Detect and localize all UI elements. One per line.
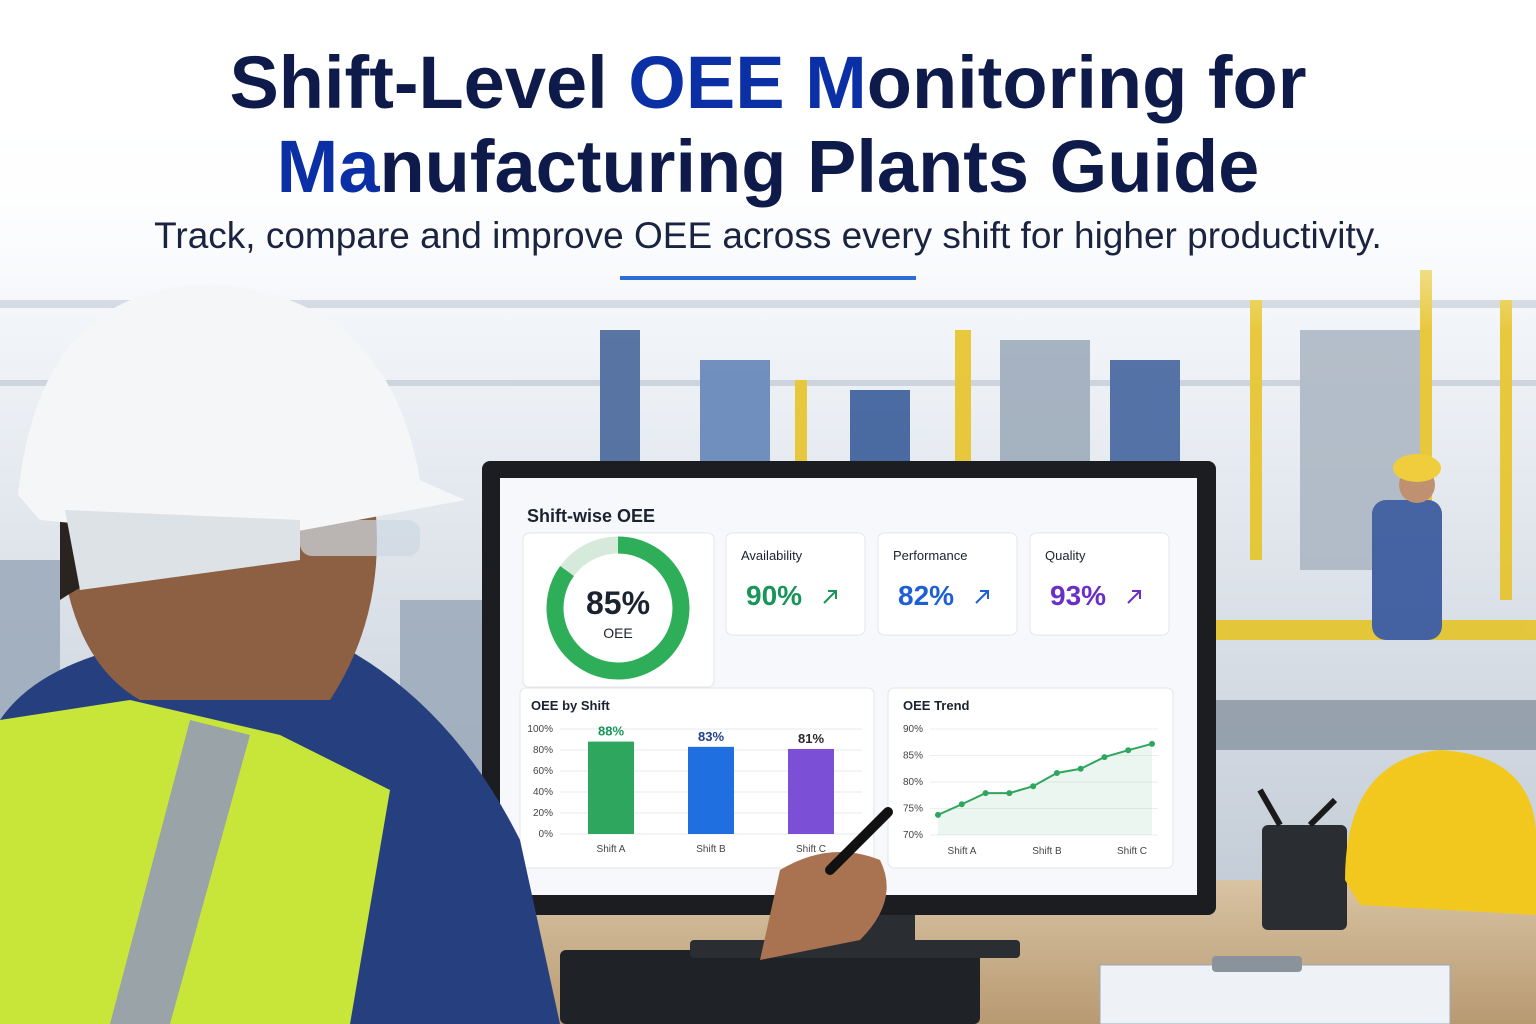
pen	[1307, 797, 1338, 828]
gauge-arc	[546, 536, 690, 680]
metric-value: 93%	[1050, 580, 1106, 611]
bar	[788, 748, 834, 834]
y-tick-label: 20%	[533, 808, 553, 819]
x-tick-label: Shift C	[1117, 846, 1147, 857]
bar-title: OEE by Shift	[531, 698, 610, 713]
trend-point	[1053, 769, 1060, 776]
title-backdrop	[0, 0, 1536, 330]
title-segment: Ma	[277, 125, 381, 208]
trend-point	[982, 790, 989, 797]
x-tick-label: Shift A	[597, 844, 626, 855]
trend-title: OEE Trend	[903, 698, 970, 713]
keyboard	[560, 950, 980, 1024]
worker	[0, 284, 893, 1024]
trend-point	[1149, 740, 1155, 747]
clip	[1212, 956, 1302, 972]
title-segment: nufacturing Plants Guide	[379, 125, 1259, 208]
x-tick-label: Shift B	[696, 844, 726, 855]
title-segment: onitoring for	[867, 41, 1307, 124]
y-tick-label: 70%	[903, 830, 923, 841]
y-tick-label: 80%	[533, 745, 553, 756]
metric-card	[877, 532, 1018, 636]
trend-card	[887, 687, 1174, 869]
title-segment: OEE M	[628, 41, 866, 124]
metric-label: Availability	[741, 548, 803, 563]
trend-arrow	[975, 590, 989, 604]
metric-label: Performance	[893, 548, 967, 563]
bar-value-label: 88%	[598, 724, 624, 739]
title-segment: Shift-Level	[229, 41, 628, 124]
x-tick-label: Shift A	[948, 846, 977, 857]
pen-holder	[1262, 825, 1347, 930]
metric-value: 90%	[746, 580, 802, 611]
metric-card	[1029, 532, 1170, 636]
y-tick-label: 40%	[533, 787, 553, 798]
metric-value: 82%	[898, 580, 954, 611]
trend-point	[958, 801, 965, 808]
y-tick-label: 80%	[903, 777, 923, 788]
pen	[1257, 788, 1283, 827]
y-tick-label: 0%	[539, 829, 554, 840]
trend-arrow	[1127, 590, 1141, 604]
y-tick-label: 60%	[533, 766, 553, 777]
bar	[588, 741, 634, 834]
trend-arrow	[823, 590, 837, 604]
title-line: Shift-Level OEE Monitoring for	[229, 41, 1306, 124]
x-tick-label: Shift B	[1032, 846, 1062, 857]
bar-value-label: 81%	[798, 731, 824, 746]
oee-label: OEE	[603, 625, 633, 641]
monitor-base	[690, 940, 1020, 958]
y-tick-label: 90%	[903, 724, 923, 735]
trend-line	[937, 742, 1153, 816]
trend-point	[935, 811, 941, 818]
metric-label: Quality	[1045, 548, 1086, 563]
bar-value-label: 83%	[698, 729, 724, 744]
metric-card	[725, 532, 866, 636]
x-tick-label: Shift C	[796, 844, 826, 855]
bar	[688, 746, 734, 834]
y-tick-label: 100%	[527, 724, 553, 735]
trend-point	[1125, 747, 1132, 754]
dashboard-title: Shift-wise OEE	[527, 506, 655, 526]
title-line: Manufacturing Plants Guide	[277, 125, 1260, 208]
trend-point	[1077, 765, 1084, 772]
trend-point	[1101, 754, 1108, 761]
y-tick-label: 85%	[903, 751, 923, 762]
clipboard	[1099, 964, 1451, 1024]
trend-point	[1006, 790, 1013, 797]
y-tick-label: 75%	[903, 804, 923, 815]
hard-hat	[1345, 750, 1536, 915]
oee-value: 85%	[586, 585, 650, 621]
subtitle: Track, compare and improve OEE across ev…	[154, 215, 1382, 256]
trend-point	[1030, 783, 1037, 790]
trend-area	[938, 743, 1152, 835]
